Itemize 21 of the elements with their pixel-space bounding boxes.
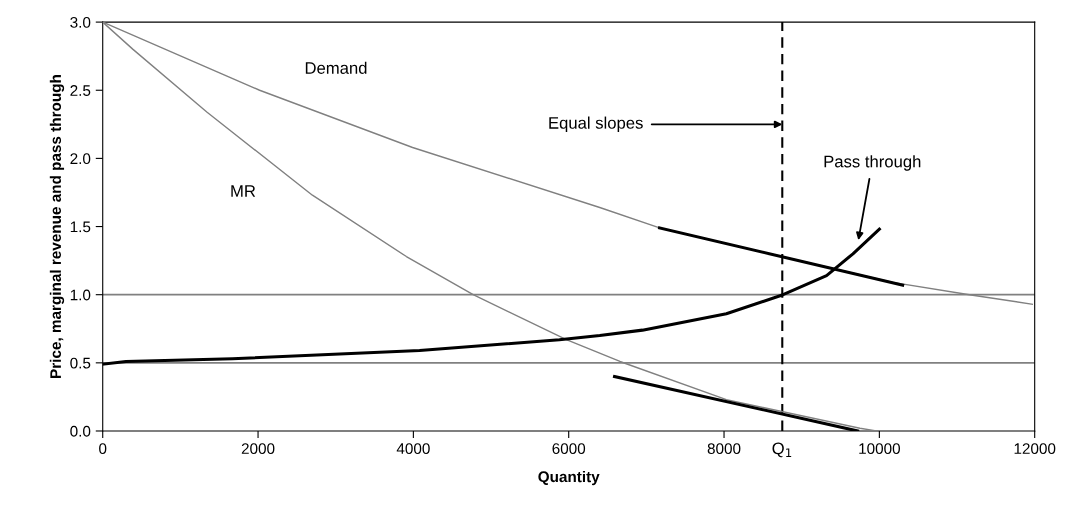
x-tick-label: 0 [99, 443, 107, 455]
y-tick-label: 2.5 [70, 85, 91, 96]
series-label: Demand [305, 61, 367, 74]
x-tick-label: 12000 [1014, 443, 1056, 455]
y-axis-title: Price, marginal revenue and pass through [49, 75, 65, 378]
y-tick-label: 3.0 [70, 16, 91, 28]
x-tick-label: 4000 [396, 443, 430, 455]
annotation: Equal slopes [549, 116, 643, 133]
ref-line-label: Q$_{1}$ [772, 442, 792, 458]
x-tick-label: 6000 [552, 443, 586, 455]
x-axis-title: Quantity [538, 470, 600, 486]
y-tick-label: 0.5 [70, 357, 91, 369]
y-tick-label: 1.0 [70, 289, 91, 301]
x-tick-label: 2000 [241, 443, 275, 455]
x-tick-label: 8000 [707, 443, 741, 455]
y-tick-label: 1.5 [70, 221, 91, 233]
y-tick-label: 0.0 [70, 425, 91, 437]
y-tick-label: 2.0 [70, 153, 91, 165]
series-label: MR [231, 185, 256, 197]
annotation: Pass through [824, 155, 921, 171]
x-tick-label: 10000 [859, 443, 901, 455]
